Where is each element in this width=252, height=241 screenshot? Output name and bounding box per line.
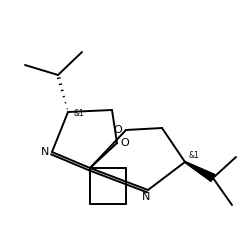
Text: &1: &1	[74, 109, 84, 119]
Polygon shape	[184, 161, 214, 181]
Text: N: N	[41, 147, 49, 157]
Text: &1: &1	[188, 152, 199, 161]
Text: O: O	[113, 125, 122, 135]
Text: N: N	[141, 192, 150, 202]
Text: O: O	[120, 138, 129, 148]
